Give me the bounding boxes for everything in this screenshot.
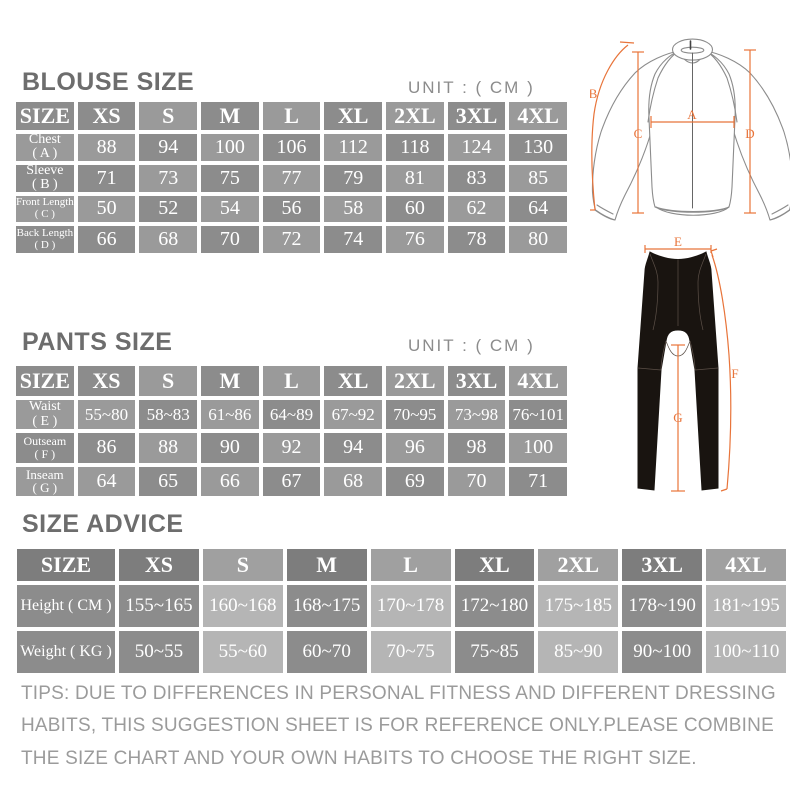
svg-text:F: F — [731, 366, 738, 381]
svg-text:A: A — [687, 107, 697, 122]
svg-text:G: G — [673, 410, 682, 425]
svg-text:B: B — [590, 86, 598, 101]
svg-text:E: E — [674, 234, 682, 249]
svg-text:D: D — [745, 126, 754, 141]
svg-text:C: C — [634, 126, 643, 141]
